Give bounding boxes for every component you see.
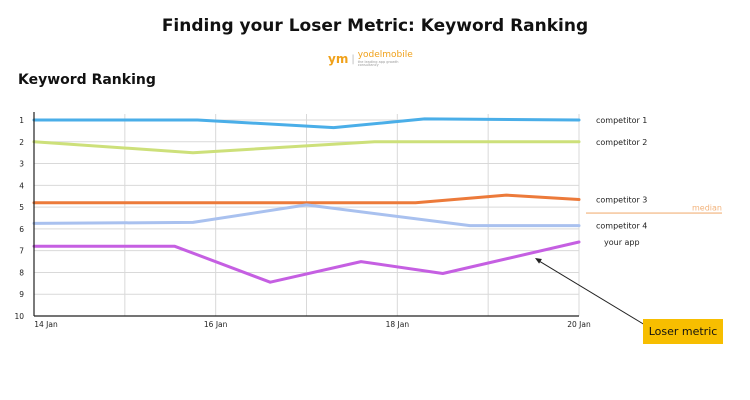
grid-layer: [33, 114, 580, 317]
y-tick-label: 3: [19, 160, 24, 169]
logo-tagline: the leading app growth consultancy: [357, 59, 399, 67]
series-label-competitor-2: competitor 2: [596, 138, 647, 147]
logo-separator: |: [351, 53, 355, 65]
y-tick-label: 2: [19, 138, 24, 147]
axis-layer: [33, 112, 579, 317]
series-line-competitor-3: [32, 193, 581, 205]
callout-arrow-head: [535, 257, 542, 264]
x-tick-label: 14 Jan: [34, 320, 58, 329]
y-tick-label: 4: [19, 181, 24, 190]
series-line-competitor-1: [32, 117, 581, 130]
x-tick-label: 20 Jan: [567, 320, 591, 329]
x-tick-label: 18 Jan: [386, 320, 410, 329]
x-tick-label: 16 Jan: [204, 320, 228, 329]
y-tick-label: 1: [19, 116, 24, 125]
y-tick-label: 9: [19, 290, 24, 299]
chart-subtitle: Keyword Ranking: [18, 72, 156, 88]
yodel-mobile-logo: ym | yodelmobile the leading app growth …: [328, 50, 418, 68]
y-tick-label: 7: [19, 247, 24, 256]
series-label-competitor-3: competitor 3: [596, 195, 647, 204]
series-layer: [32, 117, 581, 284]
series-label-your-app: your app: [604, 238, 640, 247]
series-line-competitor-2: [32, 140, 581, 155]
logo-name: yodelmobile: [357, 49, 413, 60]
loser-metric-callout: Loser metric: [643, 319, 723, 344]
page-title: Finding your Loser Metric: Keyword Ranki…: [161, 16, 589, 36]
series-label-competitor-1: competitor 1: [596, 116, 647, 125]
series-label-competitor-4: competitor 4: [596, 222, 647, 231]
callout-arrow-line: [538, 260, 646, 326]
y-tick-label: 6: [19, 225, 24, 234]
y-tick-label: 5: [19, 203, 24, 212]
annotation-layer: median: [535, 204, 722, 326]
median-label: median: [692, 204, 722, 213]
label-layer: 1 2 3 4 5 6 7 8 9 10 14 Jan 16 Jan 18 Jan 20 Jan compe…: [14, 116, 647, 329]
y-tick-label: 10: [14, 312, 24, 321]
series-line-competitor-4: [32, 203, 581, 228]
y-tick-label: 8: [19, 268, 24, 277]
series-line-your-app: [32, 240, 581, 284]
logo-text: yodelmobile the leading app growth consu…: [357, 49, 418, 68]
logo-mark: ym: [328, 52, 349, 66]
